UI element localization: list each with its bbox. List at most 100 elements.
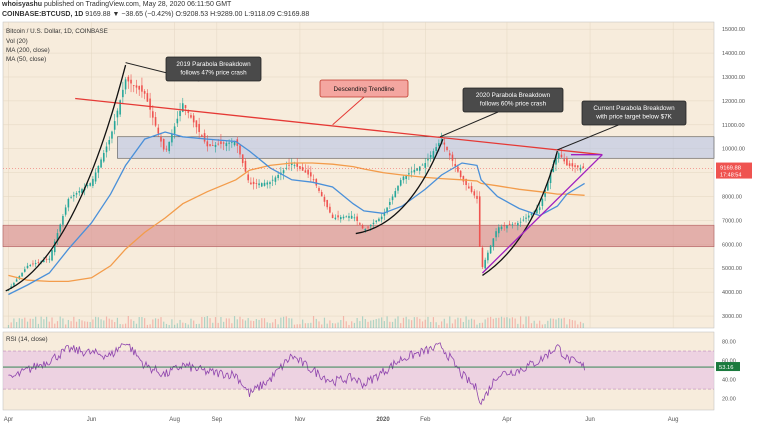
volume-bar	[541, 324, 543, 328]
annotation-trendline[interactable]: Descending Trendline	[319, 79, 409, 126]
volume-bar	[51, 317, 53, 328]
candle-body	[459, 170, 462, 178]
candle-body	[67, 198, 70, 208]
volume-bar	[157, 318, 159, 328]
volume-bar	[533, 320, 535, 328]
candle-body	[296, 163, 299, 167]
candle-body	[266, 182, 269, 185]
candle-body	[260, 183, 263, 187]
volume-bar	[361, 316, 364, 328]
volume-bar	[282, 316, 285, 328]
candle-body	[29, 264, 32, 266]
volume-bar	[184, 323, 187, 328]
candle-body	[500, 226, 503, 230]
volume-bar	[378, 318, 380, 328]
candle-body	[225, 143, 228, 147]
candle-body	[62, 215, 64, 225]
support-zone	[2, 224, 715, 248]
volume-bar	[337, 322, 339, 328]
candle-body	[181, 103, 184, 112]
volume-bar	[152, 319, 154, 328]
candle-body	[337, 215, 339, 218]
x-tick-label: Jun	[87, 417, 97, 423]
candle-body	[367, 226, 369, 228]
volume-bar	[574, 320, 576, 328]
volume-bar	[544, 324, 546, 328]
volume-bar	[56, 321, 59, 328]
x-tick-label: Feb	[420, 417, 431, 423]
volume-bar	[400, 323, 402, 328]
volume-bar	[165, 323, 168, 328]
rsi-tick-label: 60.00	[722, 359, 736, 365]
volume-bar	[356, 318, 358, 328]
candle-body	[582, 166, 585, 169]
candle-body	[318, 188, 320, 191]
volume-bar	[154, 318, 157, 328]
volume-bar	[495, 317, 497, 328]
volume-bar	[519, 316, 522, 328]
volume-bar	[549, 318, 552, 328]
volume-bar	[84, 321, 86, 328]
x-tick-label: Jun	[585, 417, 595, 423]
y-tick-label: 3000.00	[722, 314, 742, 320]
volume-bar	[21, 318, 23, 328]
candle-body	[451, 154, 454, 161]
candle-body	[378, 218, 380, 222]
y-tick-label: 6000.00	[722, 242, 742, 248]
candle-body	[536, 209, 538, 214]
candle-body	[574, 165, 576, 167]
volume-bar	[35, 316, 37, 328]
candle-body	[206, 141, 209, 147]
volume-bar	[446, 323, 448, 328]
volume-bar	[244, 320, 247, 328]
volume-bar	[386, 316, 388, 328]
candle-body	[503, 225, 506, 227]
y-tick-label: 4000.00	[722, 290, 742, 296]
candle-body	[108, 139, 111, 145]
volume-bar	[7, 324, 10, 328]
annotation-parabola-2019[interactable]: 2019 Parabola Breakdown follows 47% price…	[125, 56, 262, 82]
volume-bar	[438, 324, 440, 328]
volume-bar	[307, 323, 309, 328]
annotation-parabola-2020[interactable]: 2020 Parabola Breakdown follows 60% price…	[440, 87, 564, 138]
candle-body	[506, 225, 508, 229]
volume-bar	[97, 317, 99, 328]
volume-bar	[105, 316, 108, 328]
volume-bar	[402, 317, 405, 328]
volume-bar	[43, 319, 45, 328]
volume-bar	[195, 324, 198, 328]
candle-body	[345, 216, 348, 218]
annotation-text: Descending Trendline	[334, 86, 395, 93]
candle-body	[350, 215, 353, 219]
x-tick-label: 2020	[376, 417, 390, 423]
candle-body	[547, 181, 549, 191]
volume-bar	[149, 324, 151, 328]
candle-body	[250, 182, 252, 185]
volume-bar	[114, 322, 116, 328]
volume-bar	[367, 321, 369, 328]
volume-bar	[492, 318, 494, 328]
volume-bar	[65, 324, 67, 328]
candle-body	[405, 174, 407, 180]
volume-bar	[484, 319, 486, 328]
candle-body	[173, 126, 176, 134]
volume-bar	[498, 317, 500, 328]
annotation-current[interactable]: Current Parabola Breakdown with price tar…	[557, 100, 687, 151]
candle-body	[432, 151, 435, 159]
volume-bar	[13, 318, 15, 328]
candle-body	[372, 222, 375, 225]
candle-body	[127, 76, 130, 82]
volume-bar	[397, 316, 399, 328]
volume-bar	[372, 319, 375, 328]
annotation-text: 2020 Parabola Breakdown	[476, 92, 551, 99]
candle-body	[102, 152, 105, 162]
candle-body	[13, 282, 15, 286]
volume-bar	[179, 319, 181, 328]
candle-body	[239, 145, 241, 155]
volume-bar	[296, 324, 298, 328]
candle-body	[154, 117, 157, 126]
volume-bar	[302, 319, 304, 328]
candle-body	[334, 217, 337, 220]
volume-bar	[334, 323, 336, 328]
